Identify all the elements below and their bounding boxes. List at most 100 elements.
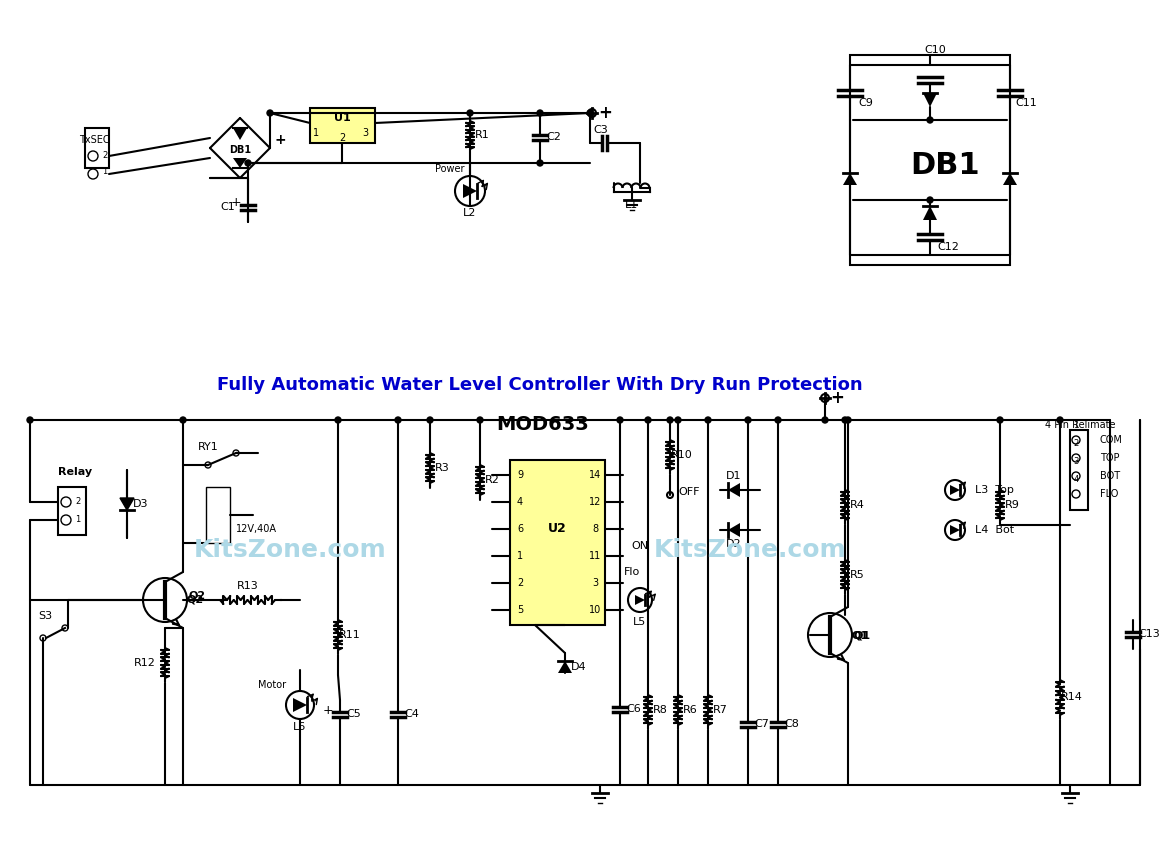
Polygon shape — [728, 523, 740, 537]
Text: TxSEC: TxSEC — [79, 135, 109, 145]
Text: 10: 10 — [589, 605, 601, 615]
Polygon shape — [635, 595, 644, 605]
Text: Fully Automatic Water Level Controller With Dry Run Protection: Fully Automatic Water Level Controller W… — [218, 376, 863, 394]
Text: Flo: Flo — [624, 567, 640, 577]
Text: 3: 3 — [1074, 458, 1078, 466]
Bar — [58, 487, 86, 535]
Circle shape — [846, 417, 851, 423]
Text: +: + — [830, 389, 844, 407]
Text: 1: 1 — [1074, 421, 1078, 431]
Circle shape — [587, 110, 593, 116]
Text: C9: C9 — [858, 98, 874, 108]
Circle shape — [467, 110, 473, 116]
Bar — [510, 460, 604, 625]
Polygon shape — [923, 206, 937, 220]
Text: C5: C5 — [347, 709, 361, 719]
Text: 1: 1 — [75, 516, 81, 524]
Text: D2: D2 — [727, 539, 742, 549]
Text: R3: R3 — [435, 463, 449, 473]
Circle shape — [997, 417, 1003, 423]
Text: C13: C13 — [1138, 629, 1160, 639]
Text: ON: ON — [632, 541, 648, 551]
Polygon shape — [233, 128, 247, 140]
Text: 11: 11 — [589, 551, 601, 561]
Circle shape — [927, 197, 933, 203]
Circle shape — [775, 417, 781, 423]
Text: 1: 1 — [517, 551, 523, 561]
Text: R14: R14 — [1061, 693, 1083, 702]
Circle shape — [205, 462, 211, 468]
Polygon shape — [233, 158, 247, 168]
Circle shape — [644, 417, 652, 423]
Circle shape — [675, 417, 681, 423]
Text: L2: L2 — [463, 208, 476, 218]
Text: FLO: FLO — [1100, 489, 1118, 499]
Text: C6: C6 — [627, 704, 641, 714]
Text: OFF: OFF — [679, 487, 700, 497]
Text: U2: U2 — [548, 522, 567, 534]
Text: 12V,40A: 12V,40A — [236, 524, 278, 534]
Text: L6: L6 — [293, 722, 307, 732]
Text: 5: 5 — [517, 605, 523, 615]
Circle shape — [40, 635, 46, 641]
Text: R12: R12 — [134, 658, 156, 668]
Circle shape — [537, 160, 543, 166]
Circle shape — [233, 450, 239, 456]
Polygon shape — [293, 698, 307, 712]
Bar — [1070, 430, 1088, 510]
Text: L4  Bot: L4 Bot — [975, 525, 1014, 535]
Text: 4 Pin Relimate: 4 Pin Relimate — [1044, 420, 1115, 430]
Text: C2: C2 — [547, 132, 561, 142]
Text: R11: R11 — [339, 630, 361, 640]
Polygon shape — [950, 485, 960, 495]
Circle shape — [245, 160, 250, 166]
Circle shape — [1057, 417, 1063, 423]
Text: Motor: Motor — [258, 680, 286, 690]
Polygon shape — [463, 184, 477, 198]
Text: L5: L5 — [634, 617, 647, 627]
Text: L3  Top: L3 Top — [975, 485, 1014, 495]
Bar — [206, 487, 230, 543]
Text: Q2: Q2 — [187, 595, 203, 605]
Text: 6: 6 — [517, 524, 523, 534]
Text: 2: 2 — [102, 151, 108, 161]
Text: KitsZone.com: KitsZone.com — [194, 538, 387, 562]
Polygon shape — [557, 661, 572, 673]
Text: 4: 4 — [1074, 476, 1078, 484]
Circle shape — [667, 492, 673, 498]
Text: 3: 3 — [592, 578, 599, 588]
Circle shape — [617, 417, 623, 423]
Circle shape — [27, 417, 33, 423]
Circle shape — [62, 625, 68, 631]
Text: TOP: TOP — [1100, 453, 1120, 463]
Bar — [850, 55, 1010, 265]
Text: C1: C1 — [221, 202, 235, 212]
Polygon shape — [950, 525, 960, 535]
Polygon shape — [1003, 173, 1017, 185]
Text: +: + — [599, 104, 612, 122]
Circle shape — [667, 417, 673, 423]
Text: C3: C3 — [594, 125, 608, 135]
Text: R8: R8 — [653, 705, 668, 715]
Text: C10: C10 — [924, 45, 946, 55]
Text: R6: R6 — [682, 705, 697, 715]
Circle shape — [927, 117, 933, 123]
Circle shape — [746, 417, 751, 423]
Polygon shape — [843, 173, 857, 185]
Text: C4: C4 — [405, 709, 420, 719]
Text: Relay: Relay — [58, 467, 92, 477]
Text: R13: R13 — [236, 581, 259, 591]
Text: D1: D1 — [727, 471, 742, 481]
Text: 2: 2 — [339, 133, 345, 143]
Circle shape — [477, 417, 483, 423]
Text: 1: 1 — [313, 128, 319, 138]
Text: DB1: DB1 — [910, 151, 980, 180]
Text: 2: 2 — [1074, 439, 1078, 448]
Text: U1: U1 — [334, 113, 350, 123]
Polygon shape — [923, 93, 937, 107]
Text: C8: C8 — [784, 719, 800, 729]
Text: +: + — [230, 197, 241, 209]
Text: 14: 14 — [589, 470, 601, 480]
Circle shape — [842, 417, 848, 423]
Circle shape — [335, 417, 341, 423]
